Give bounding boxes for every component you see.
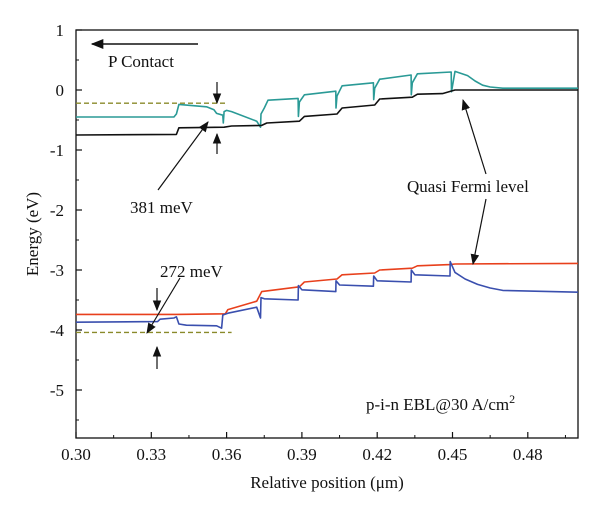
lower-gap-label: 272 meV (160, 262, 224, 281)
valence-band-line (75, 260, 579, 330)
y-axis-ticks: 1 0 -1 -2 -3 -4 -5 (50, 21, 82, 421)
upper-gap-pointer-arrow (157, 121, 209, 191)
x-tick-label: 0.42 (362, 445, 392, 464)
series-layer (75, 70, 579, 334)
upper-gap-annotation: 381 meV (130, 82, 222, 217)
x-tick-label: 0.48 (513, 445, 543, 464)
lower-gap-annotation: 272 meV (146, 262, 224, 369)
x-tick-label: 0.39 (287, 445, 317, 464)
y-tick-label: -1 (50, 141, 64, 160)
lower-gap-pointer-arrow (146, 277, 181, 334)
conduction-band-line (76, 70, 578, 128)
y-tick-label: 1 (56, 21, 65, 40)
x-tick-label: 0.45 (438, 445, 468, 464)
x-axis-ticks: 0.30 0.33 0.36 0.39 0.42 0.45 0.48 (61, 432, 566, 464)
y-tick-label: -3 (50, 261, 64, 280)
quasi-fermi-upper-line (75, 89, 578, 136)
condition-superscript: 2 (509, 392, 515, 406)
y-axis-title: Energy (eV) (23, 192, 42, 276)
y-tick-label: -5 (50, 381, 64, 400)
x-tick-label: 0.36 (212, 445, 242, 464)
x-tick-label: 0.33 (136, 445, 166, 464)
condition-label: p-i-n EBL@30 A/cm2 (366, 392, 515, 414)
quasi-fermi-lower-line (76, 262, 579, 316)
y-tick-label: -2 (50, 201, 64, 220)
quasi-fermi-arrow-down (470, 198, 487, 266)
p-contact-label: P Contact (108, 52, 174, 71)
condition-text: p-i-n EBL@30 A/cm (366, 395, 509, 414)
plot-area-frame (75, 29, 579, 439)
y-tick-label: 0 (56, 81, 65, 100)
x-tick-label: 0.30 (61, 445, 91, 464)
quasi-fermi-annotation: Quasi Fermi level (407, 98, 529, 266)
upper-gap-label: 381 meV (130, 198, 194, 217)
quasi-fermi-label: Quasi Fermi level (407, 177, 529, 196)
p-contact-annotation: P Contact (90, 38, 198, 71)
y-tick-label: -4 (50, 321, 65, 340)
quasi-fermi-arrow-up (461, 98, 487, 175)
x-axis-title: Relative position (μm) (250, 473, 404, 492)
